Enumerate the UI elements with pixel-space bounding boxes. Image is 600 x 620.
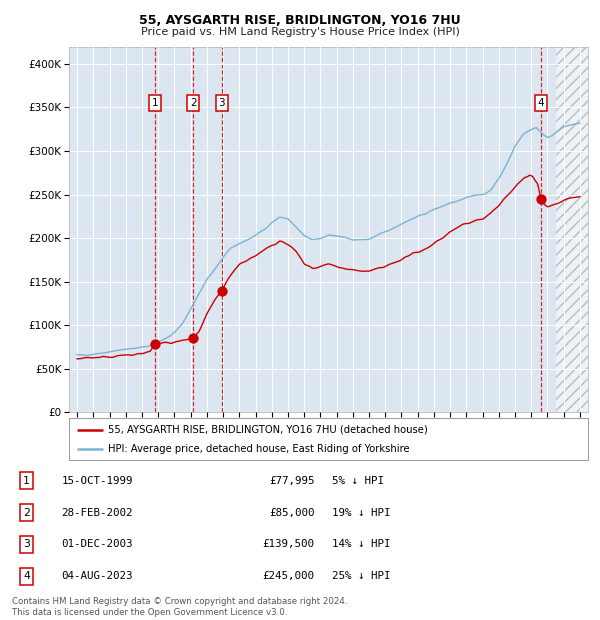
Text: 1: 1: [23, 476, 30, 486]
Bar: [556, 46, 588, 412]
Text: 5% ↓ HPI: 5% ↓ HPI: [332, 476, 384, 486]
Text: 01-DEC-2003: 01-DEC-2003: [61, 539, 133, 549]
Text: 4: 4: [538, 98, 544, 108]
Text: 2: 2: [23, 508, 30, 518]
Point: [536, 194, 545, 204]
Text: HPI: Average price, detached house, East Riding of Yorkshire: HPI: Average price, detached house, East…: [108, 444, 410, 454]
Text: 19% ↓ HPI: 19% ↓ HPI: [332, 508, 391, 518]
Text: 25% ↓ HPI: 25% ↓ HPI: [332, 571, 391, 581]
Text: 3: 3: [218, 98, 225, 108]
Text: £77,995: £77,995: [269, 476, 314, 486]
Text: 4: 4: [23, 571, 30, 581]
Text: 3: 3: [23, 539, 30, 549]
Point: [217, 286, 227, 296]
Text: 04-AUG-2023: 04-AUG-2023: [61, 571, 133, 581]
Text: Price paid vs. HM Land Registry's House Price Index (HPI): Price paid vs. HM Land Registry's House …: [140, 27, 460, 37]
Text: Contains HM Land Registry data © Crown copyright and database right 2024.
This d: Contains HM Land Registry data © Crown c…: [12, 598, 347, 617]
Text: £245,000: £245,000: [263, 571, 314, 581]
Point: [188, 334, 198, 343]
Text: 55, AYSGARTH RISE, BRIDLINGTON, YO16 7HU (detached house): 55, AYSGARTH RISE, BRIDLINGTON, YO16 7HU…: [108, 425, 428, 435]
Text: 1: 1: [151, 98, 158, 108]
Text: 14% ↓ HPI: 14% ↓ HPI: [332, 539, 391, 549]
Text: £85,000: £85,000: [269, 508, 314, 518]
Text: 28-FEB-2002: 28-FEB-2002: [61, 508, 133, 518]
Text: 15-OCT-1999: 15-OCT-1999: [61, 476, 133, 486]
Point: [150, 339, 160, 349]
Bar: [556, 46, 588, 412]
Text: £139,500: £139,500: [263, 539, 314, 549]
Text: 2: 2: [190, 98, 197, 108]
Text: 55, AYSGARTH RISE, BRIDLINGTON, YO16 7HU: 55, AYSGARTH RISE, BRIDLINGTON, YO16 7HU: [139, 14, 461, 27]
